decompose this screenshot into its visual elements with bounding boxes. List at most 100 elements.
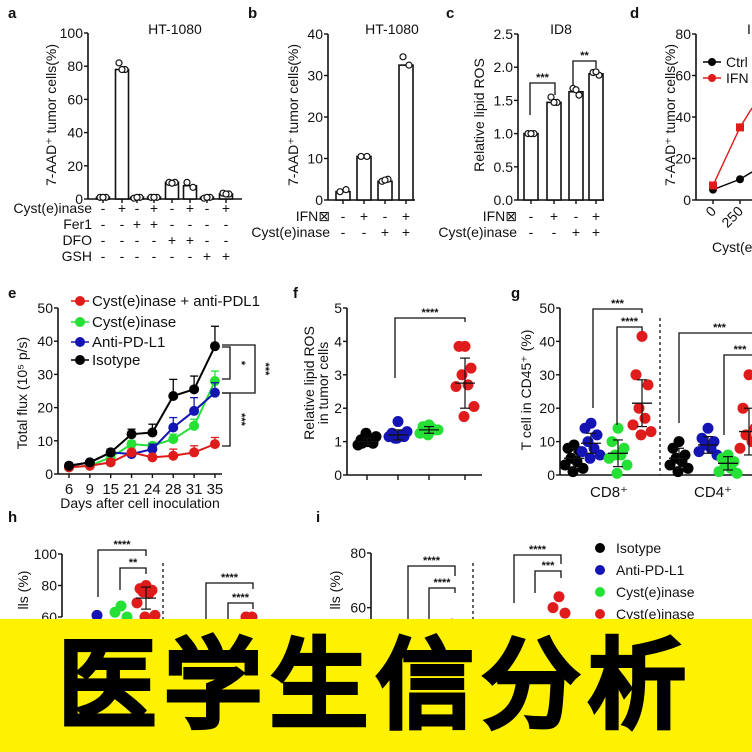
data-point (189, 405, 200, 416)
bar (114, 68, 130, 200)
condition-label: Fer1 (63, 216, 92, 232)
condition-sign: - (120, 232, 125, 248)
y-axis-label: T cell in CD45⁺ (%) (518, 330, 534, 451)
data-point (736, 123, 744, 132)
x-tick-label: 24 (144, 481, 161, 498)
significance-label: * (235, 361, 247, 366)
condition-label: IFN⊠ (296, 208, 330, 224)
condition-sign: + (572, 224, 580, 240)
legend-label: Ctrl (726, 54, 748, 70)
significance-bracket (428, 587, 456, 625)
condition-sign: + (168, 232, 176, 248)
y-tick-label: 1 (334, 434, 342, 450)
banner-text: 医学生信分析 (56, 628, 694, 743)
bar (588, 73, 604, 201)
watermark-banner: 医学生信分析 (0, 619, 752, 752)
legend-marker (708, 74, 716, 82)
legend-marker (595, 565, 605, 575)
data-point (734, 442, 746, 454)
data-point (91, 609, 103, 621)
panel-letter-f: f (293, 285, 299, 302)
data-point (357, 152, 365, 161)
x-tick-label: 9 (86, 481, 94, 498)
x-tick-label: 35 (207, 481, 224, 498)
data-point (392, 416, 404, 428)
significance-label: **** (529, 544, 547, 556)
condition-sign: - (170, 200, 175, 216)
data-point (189, 384, 200, 395)
condition-sign: - (341, 224, 346, 240)
significance-bracket (534, 570, 562, 593)
bar (546, 101, 562, 201)
data-point (713, 466, 725, 478)
significance-bracket (222, 346, 231, 380)
y-axis-label: lls (%) (327, 571, 343, 610)
data-point (118, 65, 126, 74)
data-point (579, 422, 591, 434)
condition-label: Cyst(e)inase (251, 224, 330, 240)
bar (356, 155, 372, 201)
data-point (203, 193, 211, 201)
data-point (702, 422, 714, 434)
y-tick-label: 80 (675, 26, 691, 42)
y-tick-label: 10 (539, 434, 555, 450)
y-tick-label: 0.0 (494, 192, 514, 208)
data-point (592, 68, 600, 76)
condition-sign: - (152, 248, 157, 264)
data-point (594, 449, 606, 461)
x-tick-label: 15 (102, 481, 119, 498)
data-point (642, 379, 654, 391)
data-point (562, 442, 574, 454)
significance-label: *** (235, 413, 247, 427)
data-point (126, 439, 137, 450)
data-point (168, 179, 176, 187)
condition-sign: + (203, 248, 211, 264)
series-line (712, 107, 752, 186)
y-tick-label: 2.0 (494, 59, 514, 75)
y-tick-label: 4 (334, 333, 342, 349)
significance-label: **** (221, 572, 239, 584)
y-tick-label: 50 (37, 300, 53, 316)
data-point (576, 446, 588, 458)
y-tick-label: 10 (37, 433, 53, 449)
panel-e: e 0 10 20 30 40 50 Total flux (10⁵ p/s) 6 9 15 21 24… (8, 285, 271, 511)
significance-bracket (407, 565, 456, 625)
legend-marker (75, 355, 85, 365)
data-point (183, 178, 191, 186)
condition-label: Cyst(e)inase (13, 200, 92, 216)
y-tick-label: 0 (334, 467, 342, 483)
condition-sign: + (222, 248, 230, 264)
legend-label: Cyst(e)inase (616, 606, 695, 622)
data-point (131, 597, 143, 609)
data-point (462, 379, 474, 391)
data-point (189, 447, 200, 458)
legend-marker (75, 337, 85, 347)
y-tick-label: 20 (539, 400, 555, 416)
significance-label: **** (433, 577, 451, 589)
data-point (336, 188, 344, 196)
condition-sign: + (360, 208, 368, 224)
panel-letter-h: h (8, 509, 17, 526)
significance-bracket (592, 308, 643, 408)
y-tick-label: 30 (307, 68, 323, 84)
data-point (547, 93, 555, 101)
data-point (168, 450, 179, 461)
data-point (209, 376, 220, 387)
condition-sign: - (170, 216, 175, 232)
condition-sign: - (101, 200, 106, 216)
panel-letter-c: c (446, 5, 454, 22)
data-point (468, 401, 480, 413)
y-tick-label: 2.5 (494, 26, 514, 42)
y-tick-label: 20 (675, 151, 691, 167)
legend-marker (75, 296, 85, 306)
condition-sign: - (205, 216, 210, 232)
condition-label: GSH (62, 248, 92, 264)
condition-sign: + (186, 200, 194, 216)
data-point (105, 457, 116, 468)
data-point (143, 587, 155, 599)
significance-label: *** (713, 322, 727, 334)
legend-label: Cyst(e)inase (92, 314, 176, 331)
x-tick-label: 21 (123, 481, 140, 498)
y-tick-label: 80 (67, 58, 83, 74)
